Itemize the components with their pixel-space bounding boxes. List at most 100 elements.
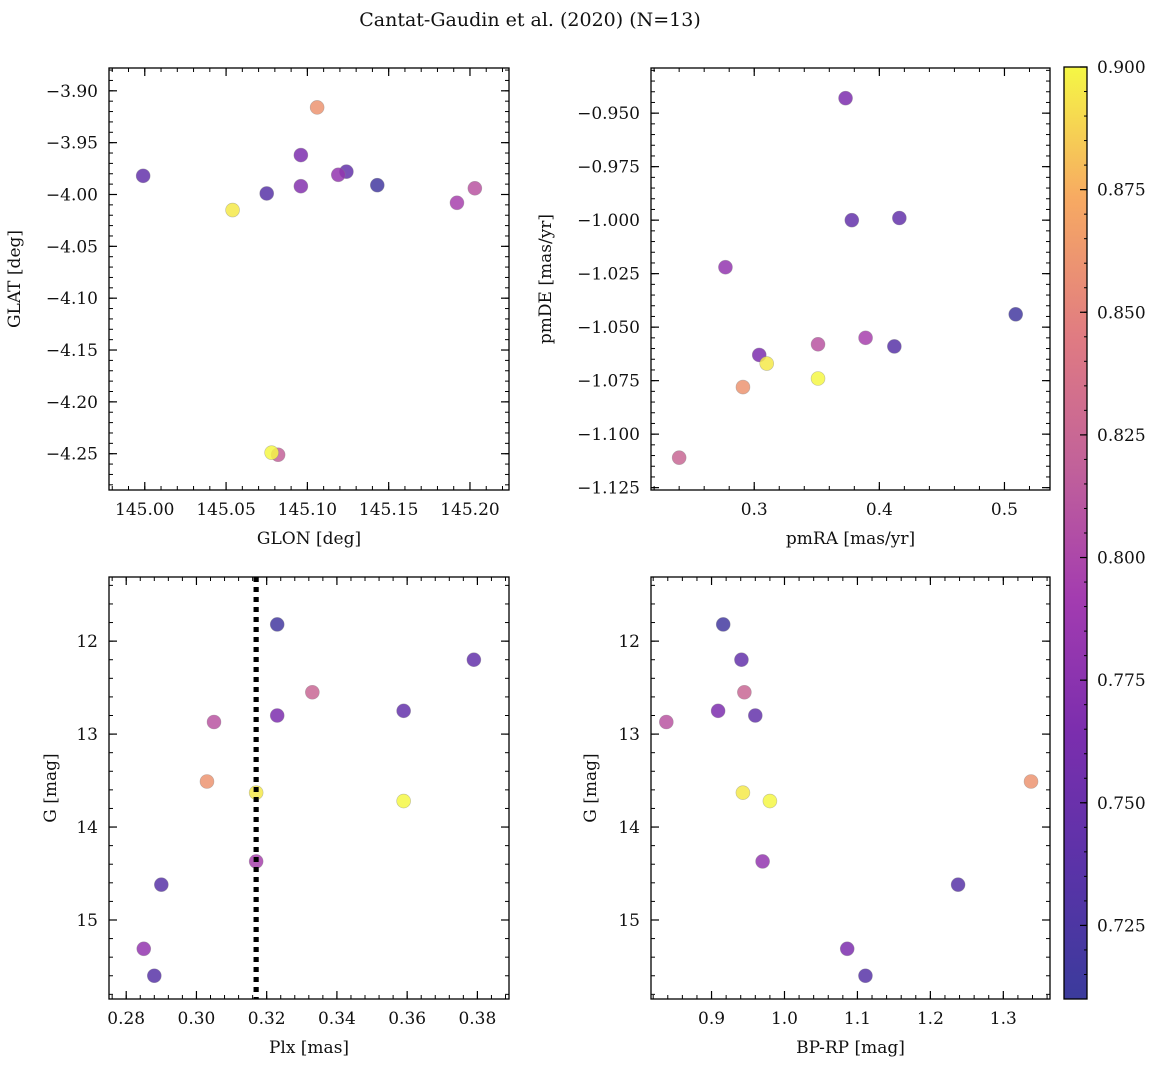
- data-point: [309, 100, 325, 115]
- axes-frame: [108, 67, 510, 491]
- data-point: [844, 212, 860, 228]
- data-point: [762, 793, 778, 809]
- y-axis-label: G [mag]: [41, 753, 61, 822]
- figure-title: Cantat-Gaudin et al. (2020) (N=13): [359, 9, 701, 31]
- data-point: [154, 877, 169, 892]
- y-tick-label: 13: [76, 725, 98, 745]
- data-point: [734, 652, 749, 668]
- y-tick-label: −4.20: [46, 393, 98, 413]
- colorbar-tick-label: 0.725: [1097, 916, 1146, 936]
- data-point: [466, 652, 482, 668]
- y-tick-label: −4.05: [46, 237, 98, 257]
- x-tick-label: 145.00: [115, 500, 174, 520]
- colorbar-tick-label: 0.800: [1097, 549, 1146, 569]
- x-tick-label: 145.20: [440, 500, 499, 520]
- data-point: [449, 195, 465, 211]
- data-point: [810, 336, 826, 352]
- x-tick-label: 0.5: [991, 500, 1018, 520]
- y-tick-label: 13: [618, 725, 640, 745]
- colorbar-tick-label: 0.900: [1097, 58, 1146, 78]
- y-tick-label: 12: [618, 632, 640, 652]
- x-tick-label: 0.28: [107, 1009, 145, 1029]
- data-point: [293, 147, 309, 163]
- x-tick-label: 145.05: [196, 500, 255, 520]
- data-point: [259, 186, 275, 201]
- x-axis-label: pmRA [mas/yr]: [786, 529, 915, 549]
- data-point: [225, 202, 240, 218]
- panel-plx-g: 0.28 0.30 0.32 0.34 0.36 0.38 12 13 14 15 Plx [mas…: [41, 576, 510, 1058]
- x-tick-label: 0.9: [698, 1009, 725, 1029]
- y-tick-label: 15: [76, 911, 98, 931]
- colorbar: 0.725 0.750 0.775 0.800 0.825 0.850 0.875 0.900: [1063, 58, 1146, 1000]
- data-point: [206, 714, 222, 730]
- colorbar-frame: [1063, 66, 1088, 1000]
- x-tick-label: 0.38: [458, 1009, 496, 1029]
- panel-pmra-pmde: 0.3 0.4 0.5 −0.950 −0.975 −1.000 −1.025 −1.050 −…: [536, 67, 1051, 549]
- y-axis-label: pmDE [mas/yr]: [536, 214, 556, 344]
- colorbar-gradient: [1064, 67, 1087, 999]
- data-point: [892, 210, 907, 226]
- x-tick-label: 145.15: [359, 500, 418, 520]
- x-tick-label: 0.3: [741, 500, 768, 520]
- y-tick-label: −4.25: [46, 445, 98, 465]
- data-point: [136, 941, 152, 957]
- x-tick-label: 1.0: [771, 1009, 798, 1029]
- y-tick-label: −0.950: [577, 104, 640, 124]
- data-point: [735, 785, 751, 800]
- y-axis-label: G [mag]: [581, 753, 601, 822]
- data-point: [269, 708, 285, 723]
- data-point: [671, 450, 687, 465]
- x-axis-label: GLON [deg]: [257, 529, 361, 549]
- y-tick-label: −0.975: [577, 158, 640, 178]
- x-tick-label: 1.3: [990, 1009, 1017, 1029]
- data-point: [737, 684, 752, 700]
- data-point: [396, 703, 411, 719]
- data-point: [858, 330, 873, 346]
- colorbar-tick-label: 0.825: [1097, 426, 1146, 446]
- colorbar-tick-label: 0.750: [1097, 794, 1146, 814]
- data-point: [748, 708, 763, 723]
- data-point: [1008, 307, 1024, 322]
- data-point: [199, 774, 215, 789]
- y-tick-label: 12: [76, 632, 98, 652]
- data-point: [858, 968, 873, 984]
- y-tick-label: 14: [76, 818, 98, 838]
- axes-frame: [108, 576, 510, 1000]
- axes-frame: [650, 576, 1051, 1000]
- y-tick-label: −1.100: [577, 425, 640, 445]
- x-tick-label: 0.36: [388, 1009, 426, 1029]
- x-tick-label: 0.4: [866, 500, 893, 520]
- data-point: [1023, 774, 1039, 789]
- data-point: [269, 617, 285, 632]
- data-point: [135, 168, 151, 184]
- y-tick-label: −1.000: [577, 211, 640, 231]
- data-point: [715, 617, 731, 632]
- data-point: [305, 684, 320, 700]
- y-tick-label: −1.050: [577, 318, 640, 338]
- y-tick-label: −1.125: [577, 479, 640, 499]
- data-point: [710, 703, 726, 719]
- data-point: [755, 854, 770, 869]
- colorbar-tick-label: 0.875: [1097, 181, 1146, 201]
- data-point: [887, 339, 902, 354]
- x-axis-label: Plx [mas]: [269, 1038, 349, 1058]
- panel-color-magnitude: 0.9 1.0 1.1 1.2 1.3 12 13 14 15 BP-RP [mag] G [mag…: [581, 576, 1051, 1058]
- data-point: [396, 793, 411, 809]
- data-point: [659, 714, 674, 730]
- x-axis-label: BP-RP [mag]: [796, 1038, 905, 1058]
- y-tick-label: −1.075: [577, 372, 640, 392]
- data-point: [838, 90, 853, 106]
- data-point: [293, 178, 309, 194]
- y-tick-label: −3.90: [46, 82, 98, 102]
- y-tick-label: −4.10: [46, 289, 98, 309]
- data-point: [718, 259, 733, 275]
- data-point: [839, 941, 855, 957]
- data-point: [810, 371, 826, 386]
- data-point: [147, 968, 162, 984]
- y-tick-label: −1.025: [577, 265, 640, 285]
- y-tick-label: 14: [618, 818, 640, 838]
- x-tick-label: 1.2: [917, 1009, 944, 1029]
- data-point: [467, 180, 483, 196]
- data-point: [735, 379, 751, 395]
